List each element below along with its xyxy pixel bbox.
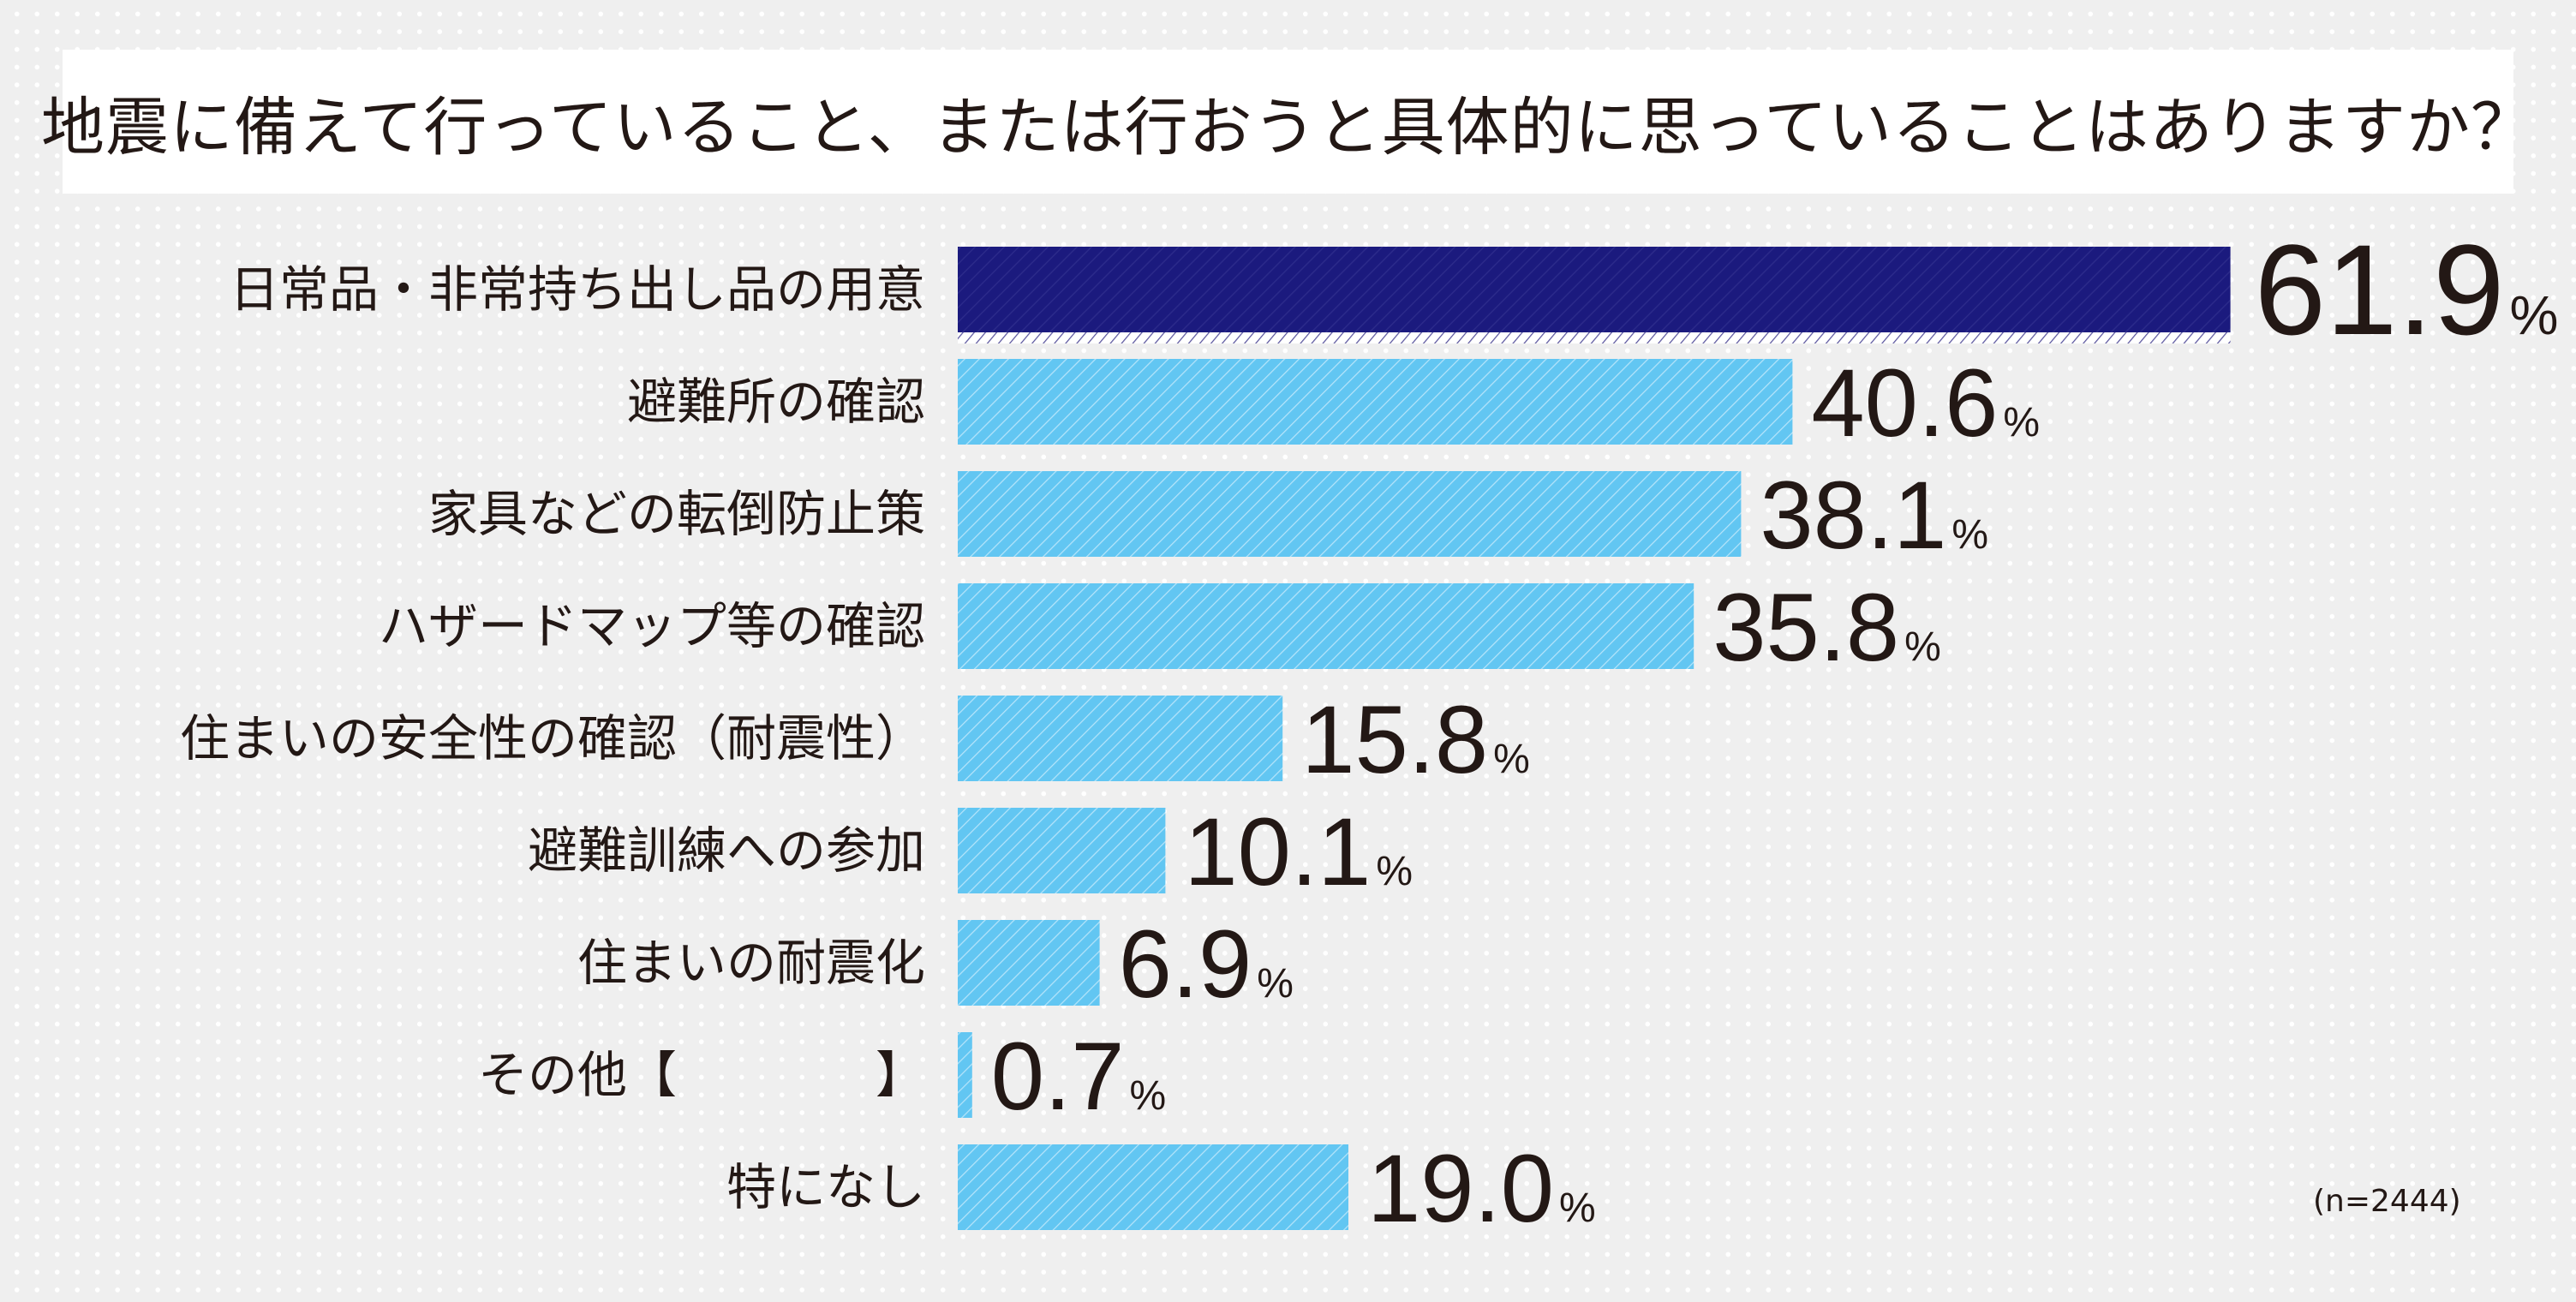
category-label: 住まいの耐震化: [577, 934, 925, 992]
value-unit: %: [1376, 849, 1413, 894]
value-number: 38.1: [1760, 462, 1946, 569]
title-box: 地震に備えて行っていること、または行おうと具体的に思っていることはありますか？: [41, 50, 2534, 194]
category-label: 避難訓練への参加: [528, 821, 925, 880]
value-unit: %: [1493, 737, 1530, 782]
value-number: 6.9: [1119, 911, 1252, 1018]
value-unit: %: [1951, 512, 1988, 558]
value-unit: %: [1904, 624, 1941, 670]
bar-0: [958, 247, 2231, 332]
bar-3: [958, 583, 1694, 669]
value-label: 19.0%: [1367, 1135, 1596, 1242]
value-label: 61.9%: [2255, 218, 2559, 361]
category-label: 家具などの転倒防止策: [428, 485, 925, 543]
category-label: ハザードマップ等の確認: [379, 597, 925, 655]
value-number: 61.9: [2255, 218, 2505, 361]
value-unit: %: [1257, 961, 1294, 1006]
chart-title: 地震に備えて行っていること、または行おうと具体的に思っていることはありますか？: [41, 90, 2535, 164]
bar-7: [958, 1032, 972, 1118]
value-label: 38.1%: [1760, 462, 1988, 569]
value-label: 6.9%: [1119, 911, 1294, 1018]
value-unit: %: [1130, 1073, 1167, 1119]
value-label: 10.1%: [1184, 798, 1413, 905]
bar-8: [958, 1144, 1348, 1230]
category-label: 日常品・非常持ち出し品の用意: [230, 260, 925, 319]
category-label: 住まいの安全性の確認（耐震性）: [180, 709, 925, 767]
value-number: 40.6: [1811, 349, 1998, 457]
value-unit: %: [2003, 400, 2040, 445]
value-label: 15.8%: [1301, 686, 1530, 793]
bar-5: [958, 808, 1166, 893]
bar-2: [958, 471, 1742, 557]
value-unit: %: [1559, 1186, 1596, 1231]
value-number: 19.0: [1367, 1135, 1554, 1242]
bar-6: [958, 920, 1100, 1006]
value-number: 35.8: [1712, 574, 1899, 681]
category-label: 避難所の確認: [627, 373, 925, 431]
category-label: 特になし: [726, 1158, 925, 1216]
value-number: 0.7: [991, 1023, 1125, 1130]
bar-shadow-strip: [958, 332, 2231, 343]
value-label: 40.6%: [1811, 349, 2040, 457]
bar-1: [958, 359, 1793, 445]
bar-4: [958, 696, 1283, 781]
value-number: 10.1: [1184, 798, 1371, 905]
sample-size-note: (n=2444): [2313, 1184, 2461, 1219]
value-label: 35.8%: [1712, 574, 1941, 681]
value-number: 15.8: [1301, 686, 1488, 793]
category-label: その他【 】: [478, 1046, 925, 1104]
value-label: 0.7%: [991, 1023, 1166, 1130]
value-unit: %: [2510, 284, 2559, 346]
